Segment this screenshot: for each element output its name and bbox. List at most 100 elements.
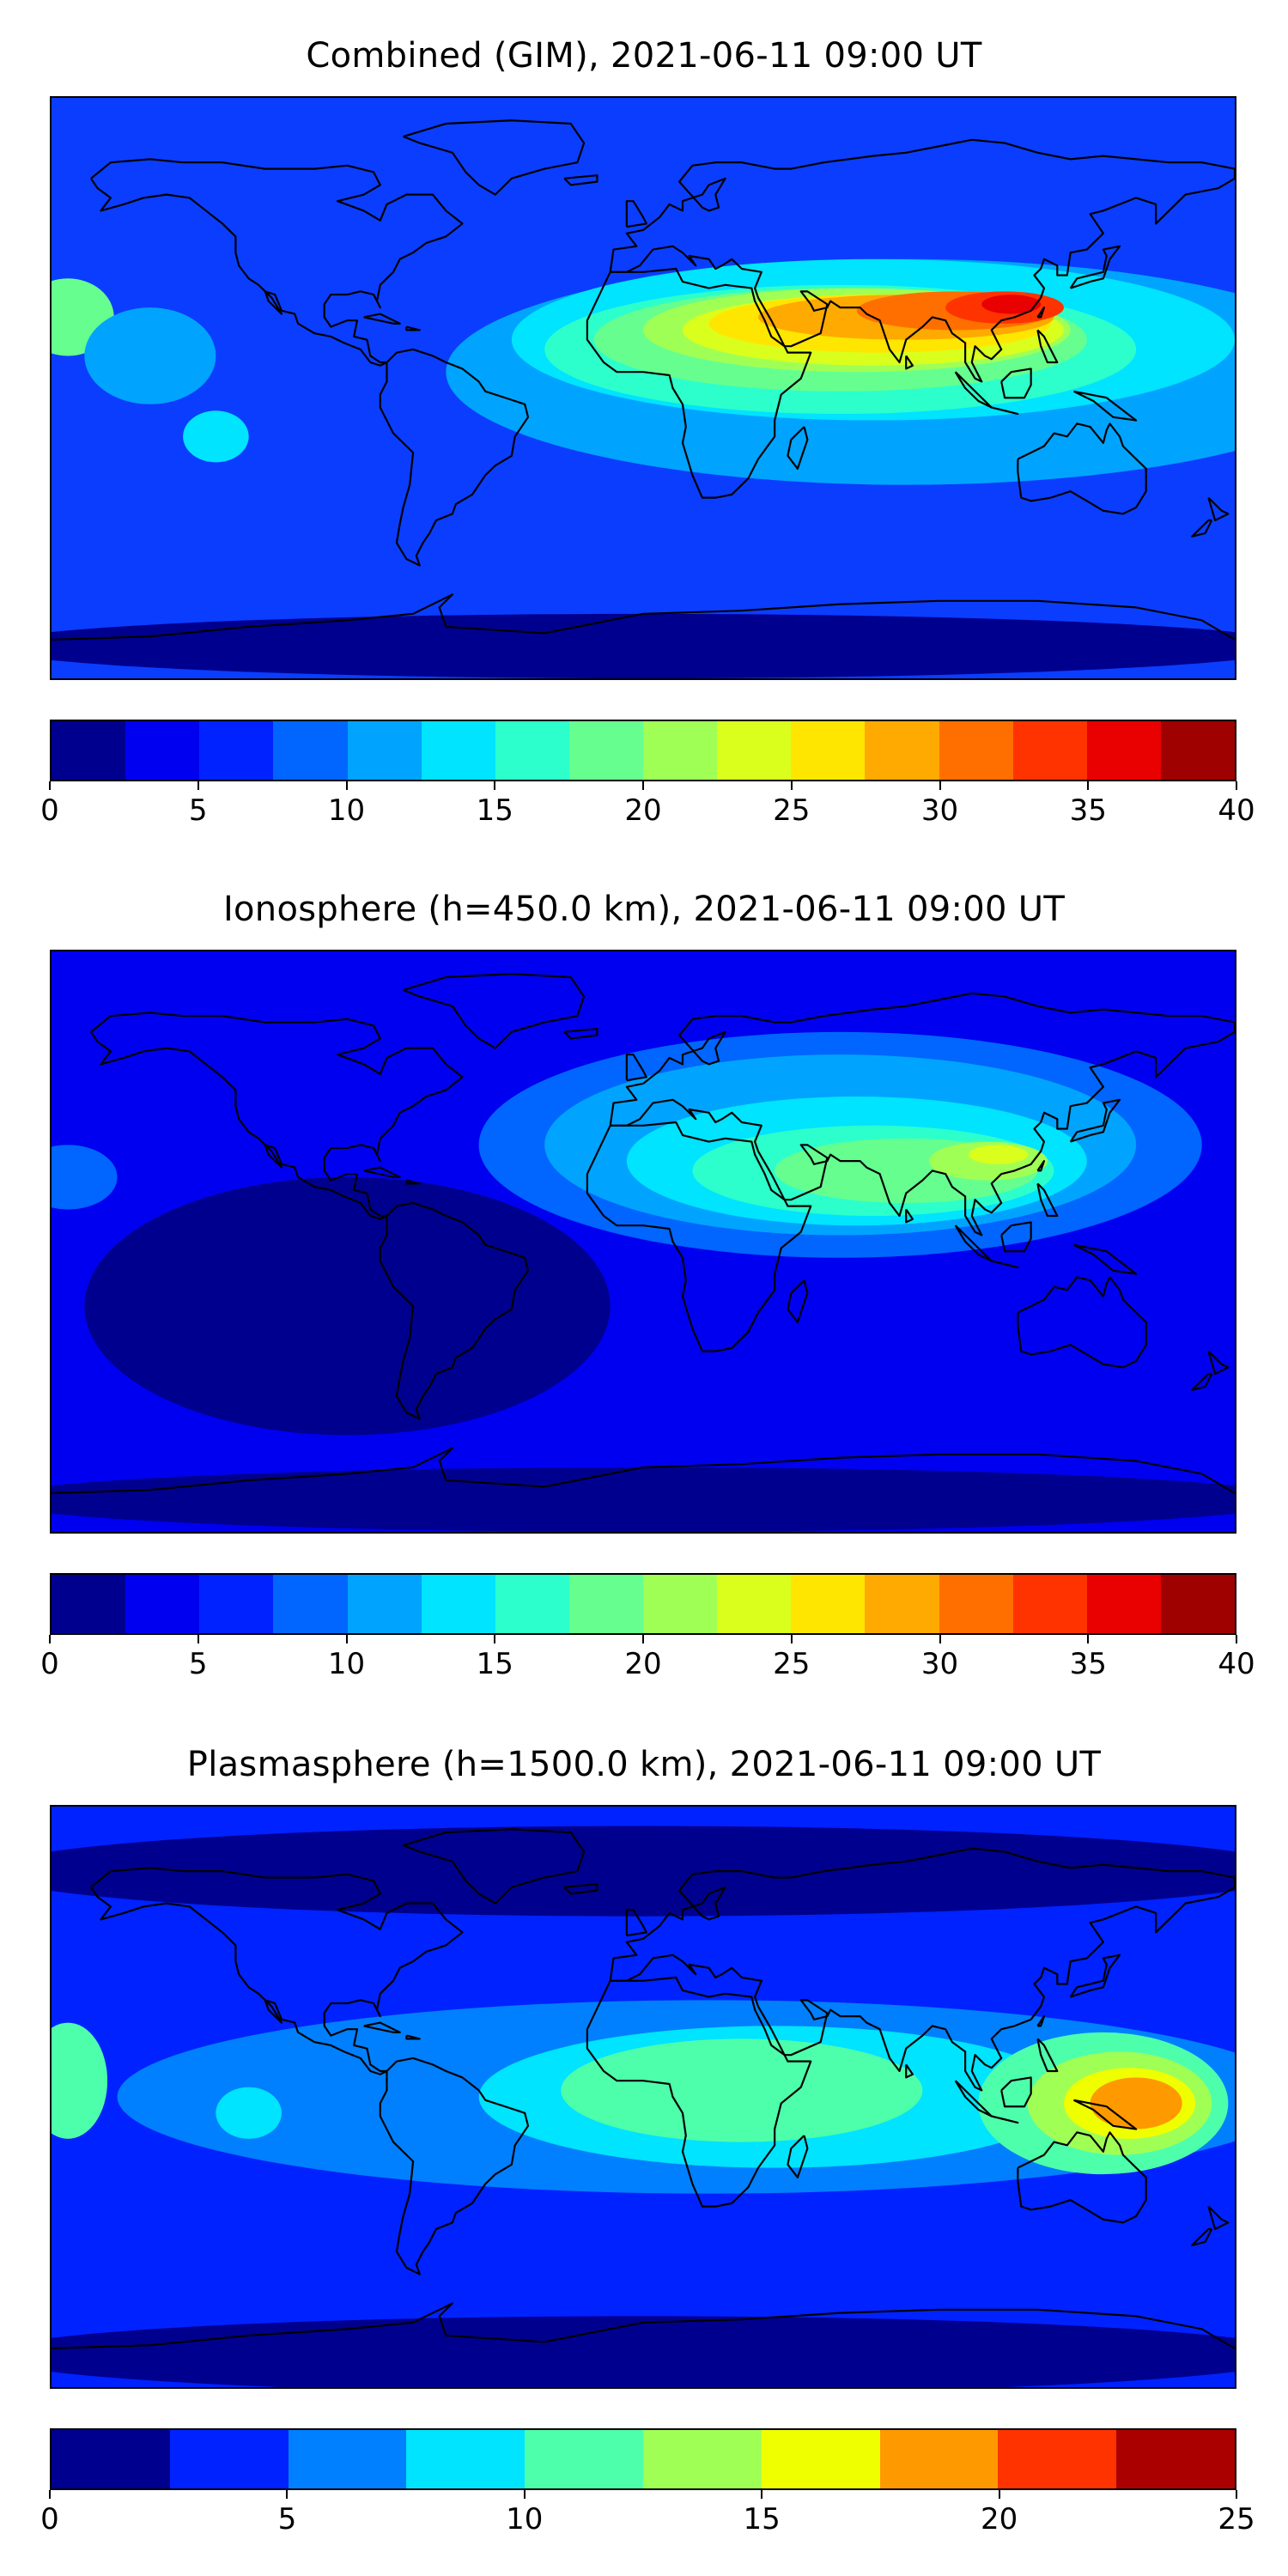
contour-region [84,307,216,404]
coastline [1069,245,1121,289]
colorbar-tick-label: 10 [506,2502,544,2537]
colorbar-segment [421,721,495,780]
colorbar-tick-label: 25 [1218,2502,1255,2537]
contour-region [968,1145,1028,1164]
coastline [1036,1182,1059,1218]
contour-region [52,1145,118,1210]
colorbar-tick-label: 10 [327,1647,366,1681]
coastline [787,1279,809,1323]
combined-colorbar-ticks: 0 5 10 15 20 25 30 35 40 [40,781,1255,828]
coastline [363,1166,401,1178]
colorbar-tick-label: 15 [476,1647,513,1681]
colorbar-segment [273,721,348,780]
colorbar-segment [791,1575,866,1633]
colorbar-tick [197,1635,199,1643]
coastline [625,1054,647,1082]
coastline [1072,390,1138,422]
colorbar-segment [865,721,939,780]
colorbar-segment [865,1575,939,1633]
colorbar-tick-label: 20 [624,793,662,828]
coastline [1207,2205,1230,2231]
coastline [586,1976,812,2208]
colorbar-tick [494,1635,496,1643]
coastline [954,1224,993,1262]
colorbar-segment [406,2430,526,2488]
colorbar-tick [939,1635,941,1643]
colorbar-tick [790,781,793,790]
contour-region [52,1467,1235,1532]
colorbar-tick [523,2490,526,2499]
coastline [1017,2131,1147,2224]
colorbar-segment [199,721,274,780]
plasmasphere-colorbar [50,2428,1236,2490]
colorbar-tick-label: 0 [40,1647,59,1681]
coastline [52,593,1235,641]
coastline [991,406,1019,416]
coastline [563,1883,598,1895]
coastline [405,2034,421,2040]
colorbar-tick [1236,2490,1237,2499]
colorbar-segment [52,2430,170,2488]
colorbar-tick [49,2490,51,2499]
contour-region [183,410,249,463]
colorbar-tick-label: 35 [1069,1647,1107,1681]
coastline [1036,2015,1046,2027]
colorbar-tick [197,781,199,790]
colorbar-tick-label: 15 [476,793,513,828]
coastline [625,200,647,228]
coastline [1017,1276,1147,1369]
colorbar-segment [791,721,866,780]
colorbar-tick [49,781,51,790]
colorbar-tick-label: 20 [980,2502,1018,2537]
colorbar-tick-label: 5 [188,1647,208,1681]
colorbar-tick-label: 35 [1069,793,1107,828]
colorbar-tick-label: 25 [773,793,811,828]
coastline [403,119,586,196]
coastline [403,973,586,1049]
colorbar-segment [495,721,569,780]
colorbar-tick-label: 30 [920,793,959,828]
colorbar-tick-label: 20 [624,1647,662,1681]
coastline [954,371,993,409]
coastline [405,325,421,331]
colorbar-segment [199,1575,274,1633]
colorbar-tick [642,781,644,790]
coastline [1000,368,1032,399]
coastline [1069,1098,1121,1143]
colorbar-segment [939,721,1013,780]
coastline [991,2115,1019,2124]
ionosphere-map [50,950,1236,1534]
colorbar-tick-label: 25 [773,1647,811,1681]
colorbar-segment [495,1575,569,1633]
colorbar-tick-label: 40 [1218,793,1255,828]
combined-colorbar [50,720,1236,781]
coastline [363,2021,401,2033]
colorbar-segment [52,1575,126,1633]
contour-region [216,2087,282,2139]
colorbar-tick [345,1635,348,1643]
coastline [1000,2076,1032,2108]
coastline [991,1260,1019,1269]
colorbar-segment [1160,721,1235,780]
colorbar-tick [1236,781,1237,790]
colorbar-tick [1087,781,1090,790]
colorbar-tick-label: 5 [188,793,208,828]
contour-region [52,2316,1235,2387]
coastline [1069,1953,1121,1998]
colorbar-segment [288,2430,407,2488]
coastline [625,1909,647,1937]
coastline [379,348,530,567]
coastline [586,1121,812,1352]
colorbar-segment [125,721,200,780]
coastline [1191,2227,1213,2246]
coastline [787,426,809,470]
colorbar-tick [790,1635,793,1643]
coastline [1036,307,1046,319]
coastline [905,1208,914,1224]
colorbar-tick-label: 40 [1218,1647,1255,1681]
coastline [1207,1350,1230,1376]
colorbar-tick-label: 0 [40,793,59,828]
coastline [403,1828,586,1905]
coastline [954,2080,993,2117]
coastline [563,174,598,186]
